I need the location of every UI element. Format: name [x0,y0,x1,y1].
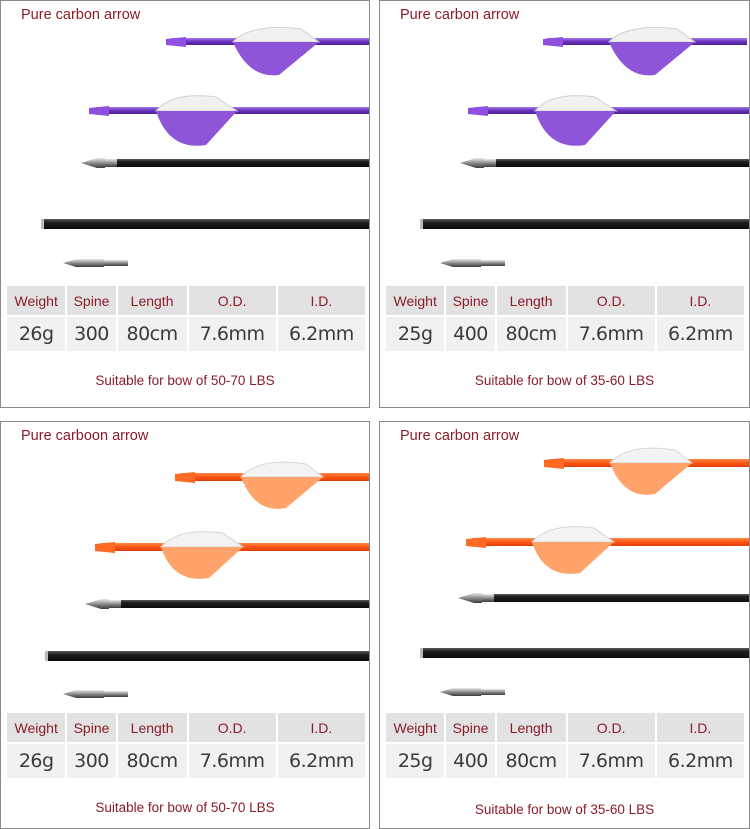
field-point [63,259,128,267]
weight-value: 26g [7,315,66,351]
fletched-arrow-lower [89,95,369,146]
col-length: Length [496,713,566,742]
col-length: Length [117,286,187,315]
arrow-illustration [41,27,369,267]
col-od: O.D. [188,713,276,742]
fletched-arrow-upper [175,461,369,509]
weight-value: 25g [386,315,445,351]
carbon-shaft [420,648,749,658]
col-weight: Weight [7,713,66,742]
id-value: 6.2mm [656,742,744,778]
product-panel-1: Pure carbon arrow [0,0,370,408]
col-id: I.D. [656,286,744,315]
col-length: Length [117,713,187,742]
product-panel-4: Pure carbon arrow Weight [379,421,750,829]
col-od: O.D. [188,286,276,315]
carbon-shaft [45,651,369,661]
fletched-arrow-lower [468,95,749,146]
weight-value: 26g [7,742,66,778]
carbon-arrow-with-tip [85,599,369,609]
id-value: 6.2mm [277,742,365,778]
od-value: 7.6mm [188,315,276,351]
length-value: 80cm [496,742,566,778]
col-spine: Spine [446,286,495,315]
carbon-shaft [41,219,369,229]
panel-title: Pure carboon arrow [21,428,149,444]
field-point [440,688,505,696]
length-value: 80cm [117,315,187,351]
carbon-arrow-with-tip [81,158,369,168]
fletched-arrow-upper [166,27,369,76]
arrow-illustration [420,27,749,267]
specs-table: Weight Spine Length O.D. I.D. 25g 400 80… [384,713,746,778]
field-point [440,259,505,267]
carbon-shaft [420,219,749,229]
specs-table: Weight Spine Length O.D. I.D. 26g 300 80… [5,713,367,778]
panel-title: Pure carbon arrow [21,7,141,23]
fletched-arrow-upper [543,27,747,76]
fletched-arrow-lower [466,526,749,574]
od-value: 7.6mm [567,315,655,351]
fletched-arrow-upper [544,447,749,495]
length-value: 80cm [117,742,187,778]
spine-value: 400 [446,315,495,351]
id-value: 6.2mm [277,315,365,351]
suitable-note: Suitable for bow of 35-60 LBS [474,373,655,388]
product-panel-3: Pure carboon arrow Weight [0,421,370,829]
carbon-arrow-with-tip [460,158,749,168]
specs-table: Weight Spine Length O.D. I.D. 25g 400 80… [384,286,746,351]
field-point [63,690,128,698]
arrow-illustration [45,461,369,698]
col-spine: Spine [67,713,116,742]
carbon-arrow-with-tip [458,593,749,603]
specs-table: Weight Spine Length O.D. I.D. 26g 300 80… [5,286,367,351]
panel-title: Pure carbon arrow [400,428,520,444]
col-spine: Spine [67,286,116,315]
col-id: I.D. [277,286,365,315]
od-value: 7.6mm [567,742,655,778]
spine-value: 400 [446,742,495,778]
fletched-arrow-lower [95,531,369,579]
weight-value: 25g [386,742,445,778]
col-weight: Weight [386,713,445,742]
suitable-note: Suitable for bow of 50-70 LBS [95,373,275,388]
col-weight: Weight [386,286,445,315]
id-value: 6.2mm [656,315,744,351]
suitable-note: Suitable for bow of 50-70 LBS [95,800,275,815]
col-od: O.D. [567,713,655,742]
col-id: I.D. [277,713,365,742]
col-spine: Spine [446,713,495,742]
arrow-illustration [420,447,749,696]
col-od: O.D. [567,286,655,315]
col-id: I.D. [656,713,744,742]
col-length: Length [496,286,566,315]
spine-value: 300 [67,315,116,351]
length-value: 80cm [496,315,566,351]
col-weight: Weight [7,286,66,315]
od-value: 7.6mm [188,742,276,778]
product-panel-2: Pure carbon arrow Weight [379,0,750,408]
spine-value: 300 [67,742,116,778]
panel-title: Pure carbon arrow [400,7,520,23]
suitable-note: Suitable for bow of 35-60 LBS [474,802,655,817]
